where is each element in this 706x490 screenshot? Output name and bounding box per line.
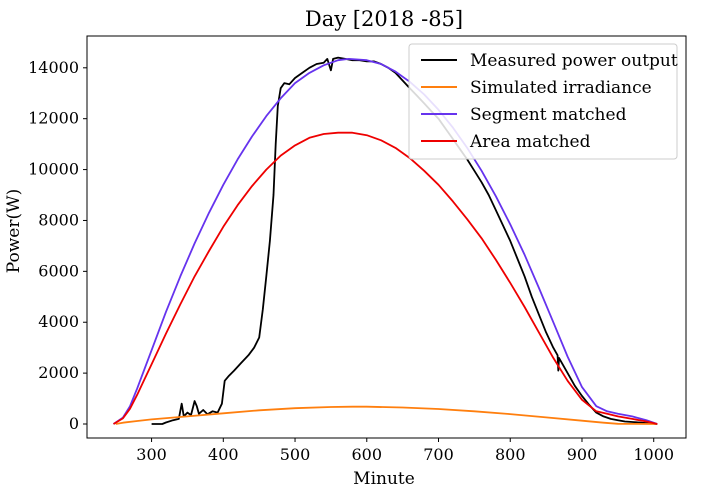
- x-tick-label: 400: [208, 445, 239, 464]
- legend: Measured power output Simulated irradianc…: [408, 43, 678, 160]
- y-tick-label: 14000: [28, 58, 79, 77]
- series-line-3: [113, 131, 658, 425]
- y-axis-label: Power(W): [4, 189, 24, 273]
- y-tick-label: 8000: [38, 210, 79, 229]
- y-axis-ticks: 0 2000 4000 6000 8000 10000 12000 14000: [28, 58, 87, 433]
- y-tick-label: 12000: [28, 109, 79, 128]
- x-tick-label: 900: [567, 445, 598, 464]
- series-line-1: [115, 405, 658, 425]
- plot-area-frame: [86, 35, 687, 439]
- x-tick-label: 300: [136, 445, 167, 464]
- legend-label-1: Simulated irradiance: [470, 78, 652, 98]
- chart-title: Day [2018 -85]: [305, 7, 463, 31]
- y-tick-label: 10000: [28, 160, 79, 179]
- series-layer: [112, 56, 658, 425]
- series-line-2: [112, 58, 658, 425]
- x-tick-label: 600: [351, 445, 382, 464]
- x-axis-label: Minute: [353, 469, 415, 489]
- x-tick-label: 700: [423, 445, 454, 464]
- y-tick-label: 2000: [38, 363, 79, 382]
- legend-label-2: Segment matched: [470, 105, 627, 125]
- x-axis-ticks: 300 400 500 600 700 800 900 1000: [136, 438, 674, 464]
- y-tick-label: 4000: [38, 312, 79, 331]
- legend-box: [408, 43, 678, 160]
- x-tick-label: 800: [495, 445, 526, 464]
- x-tick-label: 500: [280, 445, 311, 464]
- y-tick-label: 6000: [38, 261, 79, 280]
- legend-label-3: Area matched: [469, 132, 591, 152]
- legend-label-0: Measured power output: [470, 51, 678, 71]
- x-tick-label: 1000: [633, 445, 674, 464]
- y-tick-label: 0: [69, 414, 79, 433]
